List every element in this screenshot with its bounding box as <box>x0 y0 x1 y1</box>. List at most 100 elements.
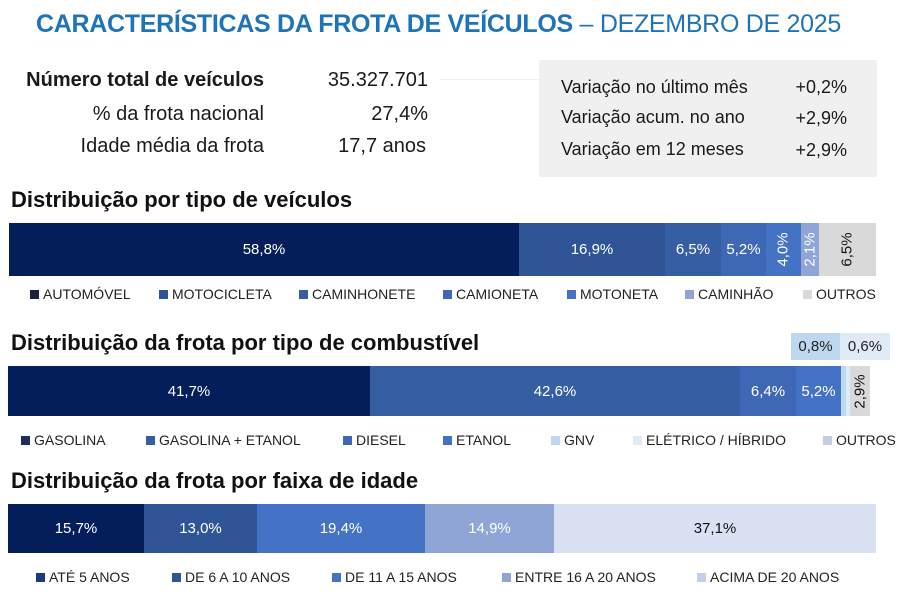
legend-item: ATÉ 5 ANOS <box>36 569 130 585</box>
segment-label: 37,1% <box>693 520 737 537</box>
bar-segment-16-a-20-anos: 14,9% <box>425 504 554 553</box>
legend-item: OUTROS <box>823 432 896 448</box>
segment-label: 6,5% <box>838 232 856 267</box>
legend-label: GASOLINA + ETANOL <box>159 432 301 448</box>
bar-segment-automovel: 58,8% <box>9 223 519 276</box>
bar-gap: 2,9% <box>850 366 870 416</box>
legend-label: MOTOCICLETA <box>172 286 272 302</box>
segment-label: 2,9% <box>851 373 869 409</box>
segment-label: 0,6% <box>847 338 883 355</box>
section-title-age: Distribuição da frota por faixa de idade <box>11 468 419 493</box>
legend-swatch <box>172 572 181 582</box>
kpi-label: Número total de veículos <box>26 69 264 91</box>
bar-segment-outros: 6,5% <box>819 223 876 276</box>
legend-item: ETANOL <box>443 432 511 448</box>
fuel-type-legend: GASOLINA GASOLINA + ETANOL DIESEL ETANOL… <box>0 432 904 450</box>
legend-swatch <box>343 435 352 445</box>
legend-label: DE 6 A 10 ANOS <box>185 569 291 585</box>
bar-segment-6-a-10-anos: 13,0% <box>144 504 257 553</box>
legend-item: DIESEL <box>343 432 406 448</box>
segment-label: 58,8% <box>242 241 286 258</box>
legend-swatch <box>685 289 694 299</box>
legend-swatch <box>159 289 168 299</box>
callout-eletrico-hibrido: 0,6% <box>840 333 890 360</box>
legend-item: AUTOMÓVEL <box>30 286 131 302</box>
legend-label: CAMINHÃO <box>698 286 774 302</box>
legend-swatch <box>551 435 560 445</box>
legend-item: CAMINHONETE <box>299 286 415 302</box>
bar-segment-gnv <box>841 366 846 416</box>
bar-segment-caminhao: 2,1% <box>801 223 819 276</box>
segment-label: 6,4% <box>750 382 786 400</box>
segment-label: 4,0% <box>774 232 792 267</box>
legend-item: DE 6 A 10 ANOS <box>172 569 290 585</box>
bar-segment-diesel: 6,4% <box>740 366 796 416</box>
legend-item: ENTRE 16 A 20 ANOS <box>502 569 656 585</box>
segment-label: 2,1% <box>801 232 819 267</box>
variation-value: +0,2% <box>795 77 847 97</box>
variation-value: +2,9% <box>795 140 847 160</box>
kpi-label: Idade média da frota <box>80 135 264 157</box>
segment-label: 16,9% <box>570 241 614 258</box>
legend-item: CAMINHÃO <box>685 286 773 302</box>
divider <box>440 79 540 80</box>
variation-value: +2,9% <box>795 108 847 128</box>
legend-swatch <box>146 435 155 445</box>
bar-segment-outros: 2,9% <box>850 366 870 416</box>
kpi-value: 27,4% <box>371 103 428 125</box>
bar-segment-gasolina-etanol: 42,6% <box>370 366 740 416</box>
legend-swatch <box>567 289 576 299</box>
legend-label: OUTROS <box>816 286 876 302</box>
segment-label: 15,7% <box>54 520 98 537</box>
segment-label: 6,5% <box>675 241 711 258</box>
page-title-main: CARACTERÍSTICAS DA FROTA DE VEÍCULOS <box>36 10 573 38</box>
section-title-vehicles: Distribuição por tipo de veículos <box>11 187 353 212</box>
bar-segment-motoneta: 4,0% <box>766 223 801 276</box>
legend-swatch <box>502 572 511 582</box>
legend-item: GASOLINA + ETANOL <box>146 432 301 448</box>
legend-label: CAMIONETA <box>456 286 539 302</box>
section-title-fuel: Distribuição da frota por tipo de combus… <box>11 330 480 355</box>
legend-label: DE 11 A 15 ANOS <box>345 569 457 585</box>
bar-segment-acima-20-anos: 37,1% <box>554 504 876 553</box>
legend-swatch <box>30 289 39 299</box>
legend-label: GNV <box>564 432 595 448</box>
kpi-value: 17,7 anos <box>338 135 426 157</box>
segment-label: 0,8% <box>798 338 833 355</box>
bar-segment-camioneta: 5,2% <box>721 223 766 276</box>
variation-label: Variação acum. no ano <box>561 107 745 127</box>
age-range-legend: ATÉ 5 ANOS DE 6 A 10 ANOS DE 11 A 15 ANO… <box>0 569 904 587</box>
legend-label: GASOLINA <box>34 432 106 448</box>
legend-item: GASOLINA <box>21 432 106 448</box>
page-title: CARACTERÍSTICAS DA FROTA DE VEÍCULOS – D… <box>36 10 841 39</box>
legend-label: CAMINHONETE <box>312 286 416 302</box>
legend-swatch <box>443 435 452 445</box>
legend-label: ENTRE 16 A 20 ANOS <box>515 569 656 585</box>
kpi-national-share: % da frota nacional 27,4% <box>0 103 440 129</box>
kpi-value: 35.327.701 <box>327 69 428 91</box>
legend-item: MOTOCICLETA <box>159 286 272 302</box>
segment-label: 14,9% <box>468 520 511 537</box>
legend-label: ACIMA DE 20 ANOS <box>710 569 840 585</box>
variation-label: Variação em 12 meses <box>561 139 744 159</box>
legend-label: DIESEL <box>356 432 406 448</box>
legend-swatch <box>21 435 30 445</box>
bar-segment-gasolina: 41,7% <box>8 366 370 416</box>
vehicle-type-legend: AUTOMÓVEL MOTOCICLETA CAMINHONETE CAMION… <box>0 286 904 304</box>
segment-label: 41,7% <box>167 382 211 400</box>
bar-segment-eletrico-hibrido <box>846 366 850 416</box>
variation-box: Variação no último mês +0,2% Variação ac… <box>539 60 877 177</box>
legend-item: OUTROS <box>803 286 876 302</box>
legend-swatch <box>633 435 642 445</box>
page-title-period: DEZEMBRO DE 2025 <box>599 10 841 38</box>
vehicle-type-bar: 58,8% 16,9% 6,5% 5,2% 4,0% 2,1% 6,5% <box>9 223 876 276</box>
legend-item: MOTONETA <box>567 286 658 302</box>
bar-segment-ate-5-anos: 15,7% <box>8 504 144 553</box>
segment-label: 5,2% <box>801 382 836 400</box>
legend-swatch <box>36 572 45 582</box>
variation-label: Variação no último mês <box>561 77 748 97</box>
legend-item: DE 11 A 15 ANOS <box>332 569 457 585</box>
kpi-total-vehicles: Número total de veículos 35.327.701 <box>0 69 440 95</box>
segment-label: 5,2% <box>726 241 761 258</box>
legend-item: CAMIONETA <box>443 286 538 302</box>
